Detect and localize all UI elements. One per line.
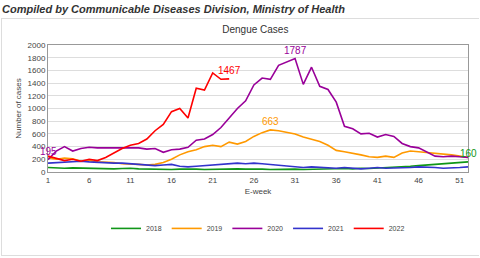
svg-text:16: 16 [167, 176, 176, 185]
svg-text:Dengue Cases: Dengue Cases [222, 24, 288, 35]
svg-text:1400: 1400 [28, 79, 46, 88]
svg-text:E-week: E-week [245, 187, 273, 196]
svg-text:Number of cases: Number of cases [14, 78, 23, 138]
svg-text:200: 200 [32, 155, 46, 164]
svg-text:21: 21 [208, 176, 217, 185]
svg-text:2000: 2000 [28, 41, 46, 50]
svg-text:36: 36 [332, 176, 341, 185]
svg-text:11: 11 [126, 176, 135, 185]
svg-text:1600: 1600 [28, 66, 46, 75]
svg-text:0: 0 [41, 168, 46, 177]
svg-text:1000: 1000 [28, 104, 46, 113]
svg-text:1: 1 [46, 176, 51, 185]
svg-text:26: 26 [249, 176, 258, 185]
svg-text:1200: 1200 [28, 92, 46, 101]
html-text:Compiled by Communicable Disea: Compiled by Communicable Diseases Divisi… [2, 3, 345, 15]
svg-text:41: 41 [373, 176, 382, 185]
svg-text:2021: 2021 [328, 225, 344, 232]
svg-text:6: 6 [87, 176, 92, 185]
svg-text:2019: 2019 [207, 225, 223, 232]
svg-text:1800: 1800 [28, 54, 46, 63]
svg-text:400: 400 [32, 142, 46, 151]
svg-text:2020: 2020 [267, 225, 283, 232]
svg-text:2022: 2022 [389, 225, 405, 232]
svg-text:51: 51 [455, 176, 464, 185]
svg-text:2018: 2018 [146, 225, 162, 232]
svg-text:600: 600 [32, 130, 46, 139]
svg-text:160: 160 [460, 148, 477, 159]
svg-text:195: 195 [40, 146, 57, 157]
svg-text:1467: 1467 [218, 65, 241, 76]
svg-text:46: 46 [414, 176, 423, 185]
svg-text:800: 800 [32, 117, 46, 126]
svg-text:1787: 1787 [284, 45, 307, 56]
svg-text:31: 31 [291, 176, 300, 185]
svg-text:663: 663 [262, 116, 279, 127]
